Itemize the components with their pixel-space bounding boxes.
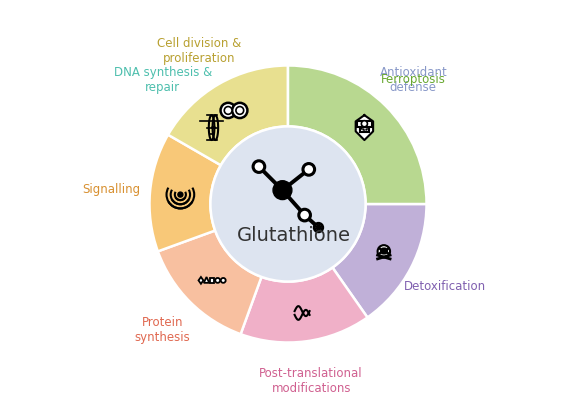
Text: Signalling: Signalling (82, 182, 141, 196)
Wedge shape (158, 231, 262, 334)
Bar (359, 128, 369, 133)
Circle shape (273, 181, 292, 200)
Circle shape (236, 107, 244, 115)
Polygon shape (204, 277, 209, 283)
Circle shape (210, 127, 366, 282)
Circle shape (232, 103, 248, 119)
Circle shape (215, 278, 220, 283)
Text: Cell division &
proliferation: Cell division & proliferation (157, 37, 241, 65)
Wedge shape (332, 204, 426, 318)
Text: Protein
synthesis: Protein synthesis (135, 316, 191, 344)
Circle shape (253, 162, 265, 173)
Text: Antioxidant
defense: Antioxidant defense (380, 65, 447, 93)
Circle shape (378, 245, 390, 258)
Text: Detoxification: Detoxification (404, 280, 486, 293)
Circle shape (314, 224, 323, 232)
Polygon shape (355, 116, 373, 141)
Wedge shape (241, 268, 367, 343)
Text: Post-translational
modifications: Post-translational modifications (259, 366, 363, 394)
Circle shape (221, 278, 226, 283)
Text: Glutathione: Glutathione (237, 225, 351, 244)
Circle shape (221, 103, 236, 119)
Wedge shape (288, 66, 426, 204)
Circle shape (361, 121, 367, 128)
Polygon shape (199, 277, 203, 284)
Circle shape (303, 164, 314, 176)
Text: Ferroptosis: Ferroptosis (381, 73, 446, 86)
Wedge shape (288, 66, 426, 204)
Wedge shape (168, 66, 288, 166)
Wedge shape (150, 66, 288, 204)
Wedge shape (150, 135, 221, 252)
Circle shape (178, 193, 183, 198)
Bar (210, 279, 214, 283)
Circle shape (316, 226, 321, 230)
Text: DNA synthesis &
repair: DNA synthesis & repair (113, 65, 212, 93)
Circle shape (224, 107, 232, 115)
Bar (357, 121, 372, 128)
Circle shape (299, 210, 310, 221)
